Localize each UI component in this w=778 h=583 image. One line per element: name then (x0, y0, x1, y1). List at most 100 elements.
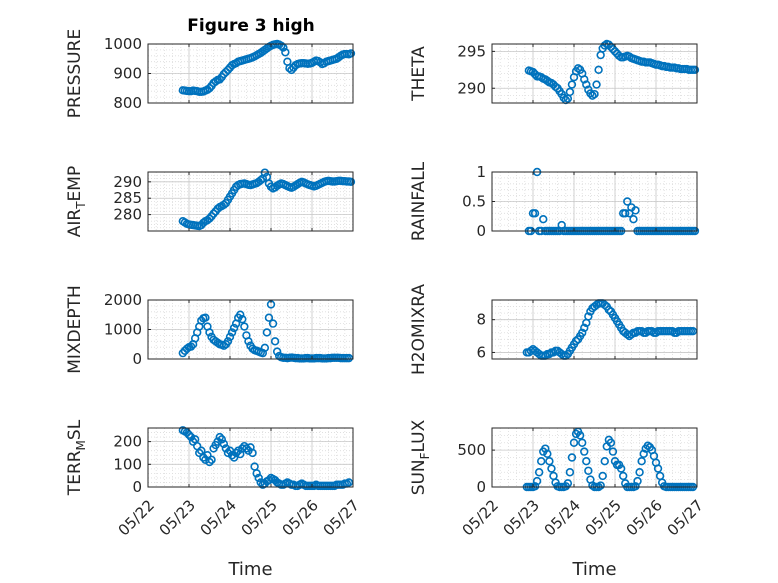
data-point (604, 40, 614, 49)
data-point (219, 200, 229, 209)
data-point (182, 428, 192, 437)
data-point (688, 326, 698, 336)
axes-background (148, 428, 353, 487)
data-point (344, 353, 354, 363)
data-point (221, 444, 231, 453)
data-point (207, 455, 216, 464)
data-point (596, 481, 605, 490)
x-tick-label: 05/26 (279, 496, 322, 539)
y-axis-label: AIRTEMP (65, 166, 88, 237)
data-point (610, 47, 620, 56)
data-point (215, 432, 224, 442)
data-point (565, 87, 575, 97)
data-point (616, 464, 626, 473)
data-point (264, 313, 274, 322)
axes-box (491, 427, 698, 488)
subplot-theta: 290 295 THETA (409, 39, 700, 105)
data-point (252, 469, 261, 478)
data-point (600, 300, 609, 310)
y-tick-label: 900 (113, 65, 142, 83)
data-point (600, 456, 609, 466)
y-tick-label: 280 (113, 206, 142, 224)
data-point (238, 314, 247, 324)
data-point (231, 448, 241, 458)
data-point (590, 89, 599, 99)
data-point (219, 439, 229, 449)
data-point (184, 430, 194, 440)
data-point (559, 93, 568, 103)
y-tick-label: 0.5 (462, 193, 486, 211)
data-point (545, 349, 554, 359)
y-axis-label: H2OMIXRA (409, 284, 429, 375)
data-point (199, 453, 208, 462)
figure-title: Figure 3 high (187, 16, 315, 36)
data-point (577, 328, 587, 337)
y-tick-label: 285 (113, 189, 142, 207)
y-tick-label: 290 (457, 79, 486, 97)
data-point (260, 168, 270, 177)
data-point (344, 478, 354, 487)
y-tick-label: 8 (476, 311, 486, 329)
data-point (236, 310, 245, 319)
data-point (608, 44, 618, 54)
data-point (205, 328, 214, 337)
data-point (580, 323, 589, 333)
y-tick-label: 0 (132, 350, 142, 368)
data-point (598, 471, 607, 481)
axes-box (491, 299, 698, 360)
data-point (629, 215, 638, 224)
data-point (534, 468, 544, 477)
data-point (248, 448, 257, 458)
data-point (618, 471, 628, 481)
data-point (270, 337, 280, 346)
x-tick-label: 05/24 (197, 496, 240, 539)
data-point (536, 456, 546, 466)
data-point (244, 337, 253, 346)
data-point (242, 444, 251, 453)
data-point (541, 444, 550, 453)
data-point (532, 476, 542, 486)
y-axis-label: MIXDEPTH (65, 285, 85, 374)
data-point (188, 437, 198, 446)
data-point (260, 343, 270, 352)
data-point (262, 328, 272, 337)
y-tick-label: 1 (476, 163, 486, 181)
data-point (272, 347, 282, 356)
data-point (346, 49, 356, 58)
data-point (346, 177, 356, 187)
x-tick-label: 05/23 (156, 496, 199, 539)
y-tick-label: 6 (476, 343, 486, 361)
x-axis-label: Time (571, 559, 616, 580)
data-point (633, 476, 642, 486)
x-axis-label: Time (227, 559, 272, 580)
x-tick-label: 05/22 (115, 496, 158, 539)
data-point (584, 312, 593, 321)
data-point (254, 473, 263, 483)
data-point (201, 313, 210, 322)
data-point (606, 438, 616, 447)
x-tick-label: 05/23 (500, 496, 543, 539)
data-point (690, 65, 700, 75)
data-point (631, 206, 640, 215)
data-point (229, 323, 239, 333)
data-point (623, 197, 632, 206)
data-point (530, 209, 540, 218)
data-point (530, 482, 540, 491)
data-point (604, 305, 614, 315)
data-point (567, 453, 577, 462)
data-point (621, 209, 630, 218)
data-point (586, 89, 595, 98)
axes-box (147, 427, 354, 488)
y-tick-label: 290 (113, 173, 142, 191)
data-point (223, 337, 233, 346)
data-point (580, 447, 589, 456)
axes-box (147, 171, 354, 232)
y-tick-label: 200 (113, 433, 142, 451)
data-point (205, 214, 214, 223)
data-point (221, 67, 231, 77)
data-point (223, 448, 233, 458)
x-tick-label: 05/25 (582, 496, 625, 539)
x-tick-label: 05/27 (320, 496, 363, 539)
subplot-sun_flux: 0 500 SUNFLUX 05/2205/2305/2405/2505/2605/2… (409, 419, 707, 580)
data-point (582, 80, 591, 89)
